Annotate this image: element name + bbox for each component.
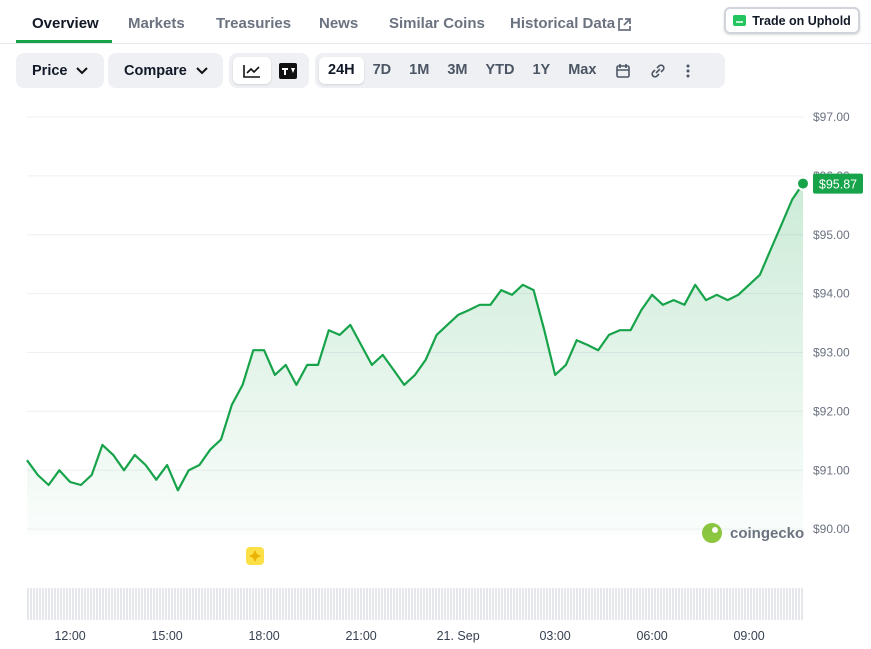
y-tick-label: $93.00 — [813, 346, 850, 360]
line-chart-button[interactable] — [233, 57, 271, 84]
tab[interactable]: Markets — [128, 15, 185, 32]
y-tick-label: $92.00 — [813, 404, 850, 418]
y-tick-label: $90.00 — [813, 522, 850, 536]
volume-strip — [27, 588, 803, 620]
external-icon — [618, 18, 631, 31]
range-button[interactable]: 7D — [372, 62, 392, 78]
compare-label: Compare — [124, 62, 187, 79]
range-button[interactable]: 24H — [319, 57, 364, 84]
x-tick-label: 06:00 — [636, 629, 667, 643]
chevron — [76, 66, 89, 74]
chevron — [196, 66, 208, 74]
more-button[interactable] — [685, 63, 691, 79]
range-button[interactable]: 1M — [409, 62, 430, 78]
event-marker[interactable] — [246, 547, 264, 565]
active-underline — [16, 40, 112, 43]
price-line — [26, 182, 804, 492]
link-button[interactable] — [649, 63, 667, 79]
y-tick-label: $95.00 — [813, 228, 850, 242]
last-point — [796, 176, 810, 191]
price-dropdown[interactable]: Price — [16, 53, 104, 88]
range-button[interactable]: Max — [568, 62, 597, 78]
y-tick-label: $91.00 — [813, 463, 850, 477]
calendar-button[interactable] — [615, 63, 631, 79]
uphold-logo — [733, 15, 747, 26]
tab-bar: Overview Markets Treasuries News Similar… — [0, 0, 871, 44]
y-tick-label: $94.00 — [813, 287, 850, 301]
tab[interactable]: Historical Data — [510, 15, 616, 32]
range-button[interactable]: YTD — [485, 62, 515, 78]
chart: coingecko $90.00$91.00$92.00$93.00$94.00… — [26, 110, 863, 643]
line-icon — [243, 64, 260, 78]
y-tick-label: $97.00 — [813, 110, 850, 124]
range-button[interactable]: 3M — [447, 62, 468, 78]
x-tick-label: 03:00 — [539, 629, 570, 643]
x-tick-label: 21:00 — [345, 629, 376, 643]
x-tick-label: 18:00 — [248, 629, 279, 643]
area — [27, 183, 803, 535]
x-tick-label: 15:00 — [151, 629, 182, 643]
x-tick-label: 09:00 — [733, 629, 764, 643]
range-button[interactable]: 1Y — [532, 62, 551, 78]
x-tick-label: 21. Sep — [437, 629, 480, 643]
price-label: Price — [32, 62, 68, 79]
trade-button-label: Trade on Uphold — [752, 13, 851, 28]
trade-button[interactable]: Trade on Uphold — [724, 7, 860, 34]
chart-style-group — [229, 53, 309, 88]
price-tag — [813, 173, 863, 194]
tab[interactable]: Treasuries — [216, 15, 292, 32]
range-group: 24H 7D 1M 3M YTD 1Y Max — [315, 53, 725, 88]
tab[interactable]: Similar Coins — [389, 15, 485, 32]
tradingview-button[interactable] — [279, 62, 297, 79]
x-tick-label: 12:00 — [54, 629, 85, 643]
compare-dropdown[interactable]: Compare — [108, 53, 223, 88]
tab[interactable]: Overview — [32, 15, 99, 32]
price-tag-label: $95.87 — [819, 178, 857, 192]
tab[interactable]: News — [319, 15, 359, 32]
